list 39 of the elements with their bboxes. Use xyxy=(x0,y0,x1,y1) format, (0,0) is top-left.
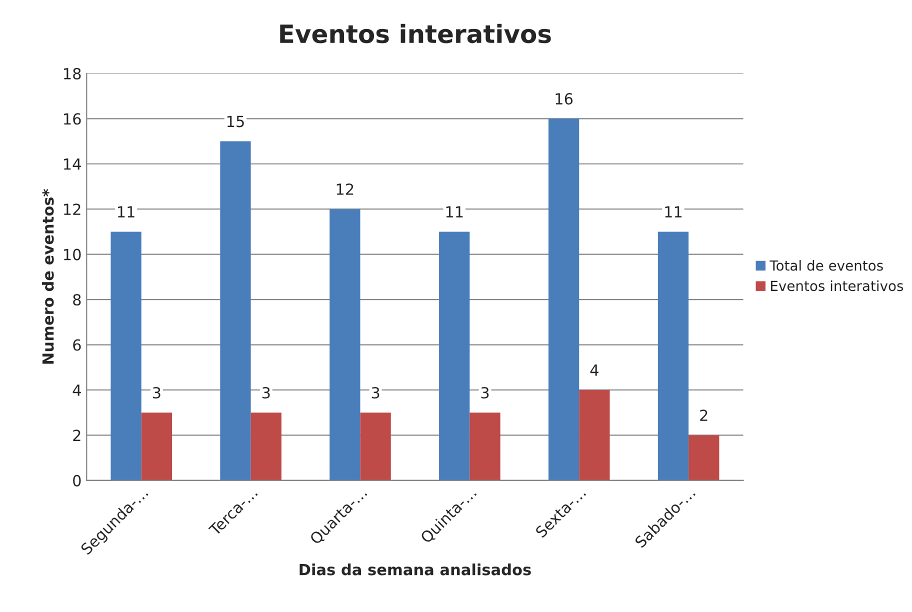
data-label: 2 xyxy=(700,410,708,421)
legend-label: Total de eventos xyxy=(770,260,883,271)
y-tick-label: 6 xyxy=(73,339,81,351)
data-label: 3 xyxy=(152,386,160,399)
chart-title: Eventos interativos xyxy=(280,24,551,44)
data-label: 3 xyxy=(262,386,270,399)
legend-label: Eventos interativos xyxy=(771,280,904,292)
y-axis-title: Numero de eventos* xyxy=(42,189,54,364)
data-label: 3 xyxy=(481,386,489,399)
y-tick-label: 4 xyxy=(72,384,81,396)
bar xyxy=(658,232,689,480)
x-axis-title: Dias da semana analisados xyxy=(300,564,531,576)
y-tick-label: 2 xyxy=(73,430,80,442)
data-label: 15 xyxy=(227,116,244,128)
bar xyxy=(470,412,500,480)
data-label: 11 xyxy=(118,206,134,218)
y-tick-label: 10 xyxy=(64,248,81,260)
data-label: 11 xyxy=(665,206,682,218)
y-tick-label: 16 xyxy=(64,113,81,125)
data-label: 12 xyxy=(336,183,354,195)
y-tick-label: 14 xyxy=(64,158,81,170)
bar xyxy=(548,118,580,480)
y-tick-label: 8 xyxy=(73,294,81,306)
data-label: 11 xyxy=(446,206,463,218)
bar xyxy=(330,209,360,480)
data-label: 4 xyxy=(590,364,598,376)
bar xyxy=(250,412,282,480)
bar xyxy=(110,232,142,480)
bar xyxy=(688,435,720,480)
bar xyxy=(439,232,470,480)
y-tick-label: 12 xyxy=(64,204,80,215)
bar xyxy=(360,412,391,480)
bar xyxy=(141,412,172,480)
bar xyxy=(579,390,610,480)
y-tick-label: 0 xyxy=(73,474,81,486)
y-tick-label: 18 xyxy=(64,68,81,80)
bar xyxy=(220,141,251,480)
data-label: 3 xyxy=(372,386,380,399)
data-label: 16 xyxy=(556,93,573,105)
